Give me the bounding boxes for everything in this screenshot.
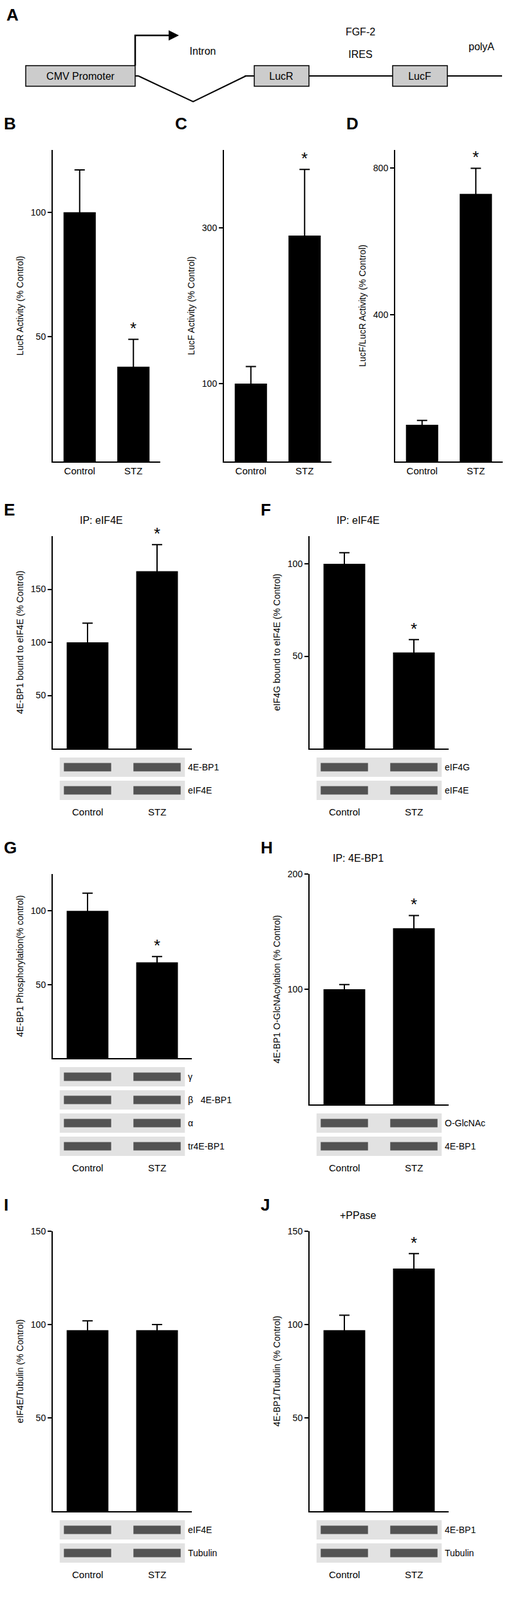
svg-text:100: 100 [30, 905, 47, 916]
svg-text:300: 300 [202, 222, 218, 234]
html-text:C: C [175, 113, 188, 134]
svg-text:*: * [410, 1233, 418, 1253]
svg-text:IP: eIF4E: IP: eIF4E [336, 514, 380, 526]
svg-text:eIF4G bound to eIF4E (% Contro: eIF4G bound to eIF4E (% Control) [271, 573, 282, 711]
svg-text:LucR: LucR [269, 70, 293, 82]
svg-text:STZ: STZ [148, 1162, 167, 1174]
svg-text:LucR Activity (% Control): LucR Activity (% Control) [14, 256, 26, 356]
svg-text:eIF4G: eIF4G [444, 762, 470, 773]
svg-text:100: 100 [287, 984, 304, 995]
svg-text:50: 50 [36, 690, 47, 701]
svg-text:Control: Control [72, 1162, 103, 1174]
svg-text:50: 50 [36, 331, 47, 342]
svg-text:polyA: polyA [468, 41, 495, 53]
svg-text:*: * [410, 619, 418, 639]
svg-text:4E-BP1/Tubulin (% Control): 4E-BP1/Tubulin (% Control) [271, 1315, 282, 1427]
svg-text:γ: γ [187, 1071, 193, 1082]
svg-text:100: 100 [202, 378, 218, 389]
svg-text:IP: eIF4E: IP: eIF4E [79, 514, 123, 526]
svg-text:tr4E-BP1: tr4E-BP1 [187, 1141, 225, 1152]
svg-text:Tubulin: Tubulin [444, 1548, 474, 1559]
svg-text:eIF4E: eIF4E [187, 1524, 212, 1536]
svg-text:IRES: IRES [348, 48, 373, 60]
html-text:H: H [260, 838, 273, 858]
html-text:E: E [3, 500, 15, 520]
svg-text:*: * [472, 147, 479, 167]
svg-text:A: A [6, 5, 19, 25]
svg-text:4E-BP1 bound to eIF4E (% Contr: 4E-BP1 bound to eIF4E (% Control) [14, 570, 26, 715]
svg-text:50: 50 [36, 979, 47, 990]
svg-text:4E-BP1: 4E-BP1 [187, 762, 219, 773]
svg-text:*: * [301, 148, 308, 168]
svg-text:*: * [410, 894, 418, 915]
svg-text:LucF/LucR Activity (% Control): LucF/LucR Activity (% Control) [357, 244, 368, 367]
svg-text:STZ: STZ [404, 806, 423, 818]
svg-text:150: 150 [287, 1226, 304, 1237]
svg-text:100: 100 [287, 558, 304, 569]
svg-text:100: 100 [30, 207, 47, 218]
svg-text:150: 150 [30, 1226, 47, 1237]
svg-text:+PPase: +PPase [339, 1210, 377, 1222]
svg-text:Control: Control [328, 1162, 360, 1174]
html-text:I: I [3, 1195, 9, 1215]
svg-text:STZ: STZ [148, 1569, 167, 1581]
html-text:D: D [346, 113, 359, 134]
svg-text:Control: Control [72, 1569, 103, 1581]
svg-text:*: * [130, 318, 137, 338]
svg-text:50: 50 [36, 1412, 47, 1424]
svg-text:150: 150 [30, 583, 47, 595]
svg-text:400: 400 [373, 309, 389, 320]
svg-text:eIF4E: eIF4E [187, 785, 212, 796]
html-text:G: G [3, 838, 17, 858]
svg-text:STZ: STZ [124, 465, 143, 477]
svg-text:β 4E-BP1: β 4E-BP1 [187, 1094, 232, 1106]
svg-text:STZ: STZ [295, 465, 314, 477]
svg-text:O-GlcNAc: O-GlcNAc [444, 1118, 486, 1129]
svg-text:eIF4E/Tubulin (% Control): eIF4E/Tubulin (% Control) [14, 1319, 26, 1424]
svg-text:Control: Control [72, 806, 103, 818]
svg-text:800: 800 [373, 162, 389, 174]
svg-text:Control: Control [235, 465, 267, 477]
svg-text:4E-BP1 Phosphorylation(% contr: 4E-BP1 Phosphorylation(% control) [14, 895, 26, 1037]
svg-text:100: 100 [30, 637, 47, 648]
html-text:J: J [260, 1195, 271, 1215]
svg-text:α: α [187, 1118, 194, 1129]
html-text:F: F [260, 500, 271, 520]
svg-text:STZ: STZ [466, 465, 485, 477]
svg-text:eIF4E: eIF4E [444, 785, 469, 796]
html-text:B: B [3, 113, 16, 134]
svg-text:200: 200 [287, 868, 304, 880]
svg-text:Control: Control [328, 806, 360, 818]
svg-text:Control: Control [328, 1569, 360, 1581]
svg-text:Control: Control [406, 465, 438, 477]
svg-text:4E-BP1: 4E-BP1 [444, 1141, 476, 1152]
svg-text:100: 100 [30, 1319, 47, 1330]
svg-text:STZ: STZ [404, 1162, 423, 1174]
svg-text:STZ: STZ [148, 806, 167, 818]
svg-text:CMV Promoter: CMV Promoter [46, 70, 115, 82]
svg-text:50: 50 [292, 650, 304, 662]
svg-text:Tubulin: Tubulin [187, 1548, 217, 1559]
svg-text:50: 50 [292, 1412, 304, 1424]
svg-text:Control: Control [64, 465, 96, 477]
svg-text:STZ: STZ [404, 1569, 423, 1581]
svg-text:LucF: LucF [408, 70, 432, 82]
svg-text:FGF-2: FGF-2 [345, 26, 376, 38]
svg-text:100: 100 [287, 1319, 304, 1330]
svg-text:*: * [153, 935, 161, 956]
svg-text:Intron: Intron [189, 45, 217, 57]
svg-text:LucF Activity (% Control): LucF Activity (% Control) [186, 256, 197, 355]
svg-text:4E-BP1: 4E-BP1 [444, 1524, 476, 1536]
svg-text:IP: 4E-BP1: IP: 4E-BP1 [332, 852, 384, 864]
svg-text:4E-BP1 O-GlcNAcylation (% Cont: 4E-BP1 O-GlcNAcylation (% Control) [271, 915, 282, 1064]
svg-text:*: * [153, 523, 161, 544]
